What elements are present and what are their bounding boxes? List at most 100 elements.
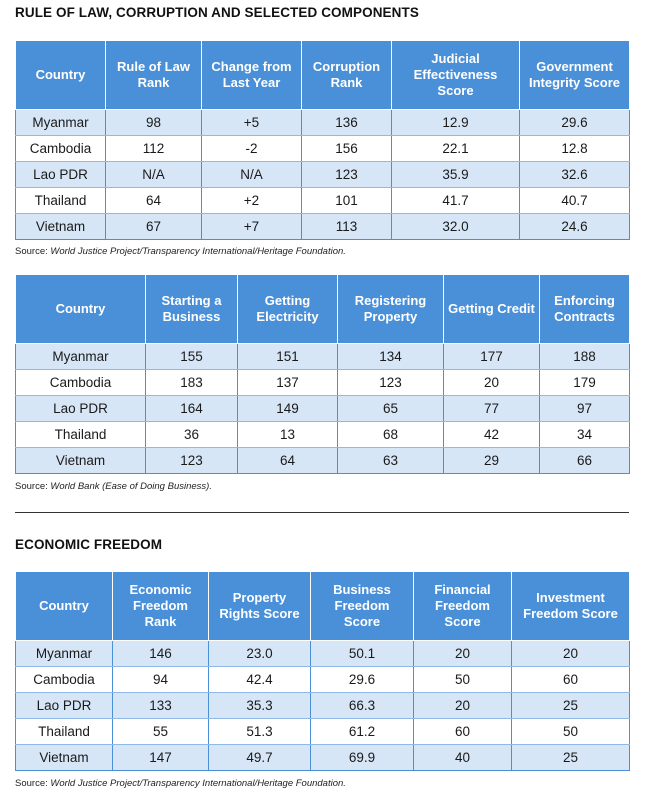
cell-country: Vietnam [15, 213, 106, 240]
cell-value: 156 [301, 135, 392, 162]
cell-value: 66 [539, 447, 630, 474]
source-label: Source: [15, 246, 48, 257]
table-row: Vietnam 147 49.7 69.9 40 25 [15, 744, 630, 771]
cell-country: Cambodia [15, 666, 113, 693]
cell-value: 51.3 [208, 718, 311, 745]
cell-value: 146 [112, 640, 209, 667]
cell-value: 50 [413, 666, 512, 693]
cell-value: 22.1 [391, 135, 520, 162]
cell-value: 23.0 [208, 640, 311, 667]
cell-value: +5 [201, 109, 302, 136]
cell-value: 41.7 [391, 187, 520, 214]
cell-country: Thailand [15, 718, 113, 745]
cell-value: 123 [301, 161, 392, 188]
header-registering-property: Registering Property [337, 274, 444, 344]
source-text: World Justice Project/Transparency Inter… [50, 246, 346, 257]
header-enforcing-contracts: Enforcing Contracts [539, 274, 630, 344]
cell-value: +2 [201, 187, 302, 214]
cell-value: 113 [301, 213, 392, 240]
cell-value: 97 [539, 395, 630, 422]
cell-value: 136 [301, 109, 392, 136]
table-row: Myanmar 98 +5 136 12.9 29.6 [15, 109, 630, 136]
cell-value: 40.7 [519, 187, 630, 214]
cell-value: 188 [539, 343, 630, 370]
table-row: Myanmar 155 151 134 177 188 [15, 343, 630, 370]
cell-value: 147 [112, 744, 209, 771]
source-note-1: Source: World Justice Project/Transparen… [15, 246, 346, 257]
source-text: World Bank (Ease of Doing Business). [50, 481, 212, 492]
cell-value: 24.6 [519, 213, 630, 240]
header-economic-freedom-rank: Economic Freedom Rank [112, 571, 209, 641]
cell-value: 68 [337, 421, 444, 448]
cell-value: 123 [337, 369, 444, 396]
cell-value: 61.2 [310, 718, 414, 745]
rule-of-law-table: Country Rule of Law Rank Change from Las… [15, 40, 630, 240]
cell-country: Lao PDR [15, 692, 113, 719]
header-property-rights-score: Property Rights Score [208, 571, 311, 641]
table-row: Cambodia 183 137 123 20 179 [15, 369, 630, 396]
header-rule-of-law-rank: Rule of Law Rank [105, 40, 202, 110]
cell-country: Cambodia [15, 369, 146, 396]
cell-value: 63 [337, 447, 444, 474]
cell-value: 137 [237, 369, 338, 396]
header-investment-freedom-score: Investment Freedom Score [511, 571, 630, 641]
cell-value: 66.3 [310, 692, 414, 719]
cell-country: Myanmar [15, 109, 106, 136]
cell-value: 32.6 [519, 161, 630, 188]
cell-value: 49.7 [208, 744, 311, 771]
header-judicial-effectiveness: Judicial Effectiveness Score [391, 40, 520, 110]
cell-value: 55 [112, 718, 209, 745]
table-row: Cambodia 94 42.4 29.6 50 60 [15, 666, 630, 693]
header-starting-a-business: Starting a Business [145, 274, 238, 344]
cell-value: 12.8 [519, 135, 630, 162]
cell-value: 69.9 [310, 744, 414, 771]
cell-value: N/A [105, 161, 202, 188]
cell-value: 177 [443, 343, 540, 370]
cell-value: 50 [511, 718, 630, 745]
cell-country: Cambodia [15, 135, 106, 162]
cell-value: 64 [105, 187, 202, 214]
header-government-integrity: Government Integrity Score [519, 40, 630, 110]
header-country: Country [15, 40, 106, 110]
cell-country: Thailand [15, 187, 106, 214]
table-row: Cambodia 112 -2 156 22.1 12.8 [15, 135, 630, 162]
table-row: Myanmar 146 23.0 50.1 20 20 [15, 640, 630, 667]
header-business-freedom-score: Business Freedom Score [310, 571, 414, 641]
cell-value: 29.6 [519, 109, 630, 136]
cell-country: Lao PDR [15, 161, 106, 188]
cell-value: 20 [443, 369, 540, 396]
cell-value: 60 [511, 666, 630, 693]
header-getting-credit: Getting Credit [443, 274, 540, 344]
cell-value: 155 [145, 343, 238, 370]
cell-value: 101 [301, 187, 392, 214]
cell-value: 65 [337, 395, 444, 422]
cell-value: 179 [539, 369, 630, 396]
cell-value: 134 [337, 343, 444, 370]
cell-country: Myanmar [15, 343, 146, 370]
cell-value: 112 [105, 135, 202, 162]
cell-country: Lao PDR [15, 395, 146, 422]
header-getting-electricity: Getting Electricity [237, 274, 338, 344]
cell-value: 20 [511, 640, 630, 667]
cell-value: 42.4 [208, 666, 311, 693]
table-row: Thailand 64 +2 101 41.7 40.7 [15, 187, 630, 214]
cell-value: 13 [237, 421, 338, 448]
cell-value: 40 [413, 744, 512, 771]
cell-value: 149 [237, 395, 338, 422]
cell-value: 36 [145, 421, 238, 448]
cell-value: 133 [112, 692, 209, 719]
cell-value: 20 [413, 692, 512, 719]
cell-country: Vietnam [15, 744, 113, 771]
header-financial-freedom-score: Financial Freedom Score [413, 571, 512, 641]
source-label: Source: [15, 778, 48, 789]
cell-country: Myanmar [15, 640, 113, 667]
cell-value: 35.9 [391, 161, 520, 188]
header-country: Country [15, 274, 146, 344]
cell-value: 77 [443, 395, 540, 422]
cell-value: -2 [201, 135, 302, 162]
cell-value: 42 [443, 421, 540, 448]
cell-value: 60 [413, 718, 512, 745]
section-title-economic-freedom: ECONOMIC FREEDOM [15, 537, 163, 552]
table-row: Lao PDR 164 149 65 77 97 [15, 395, 630, 422]
cell-value: 151 [237, 343, 338, 370]
